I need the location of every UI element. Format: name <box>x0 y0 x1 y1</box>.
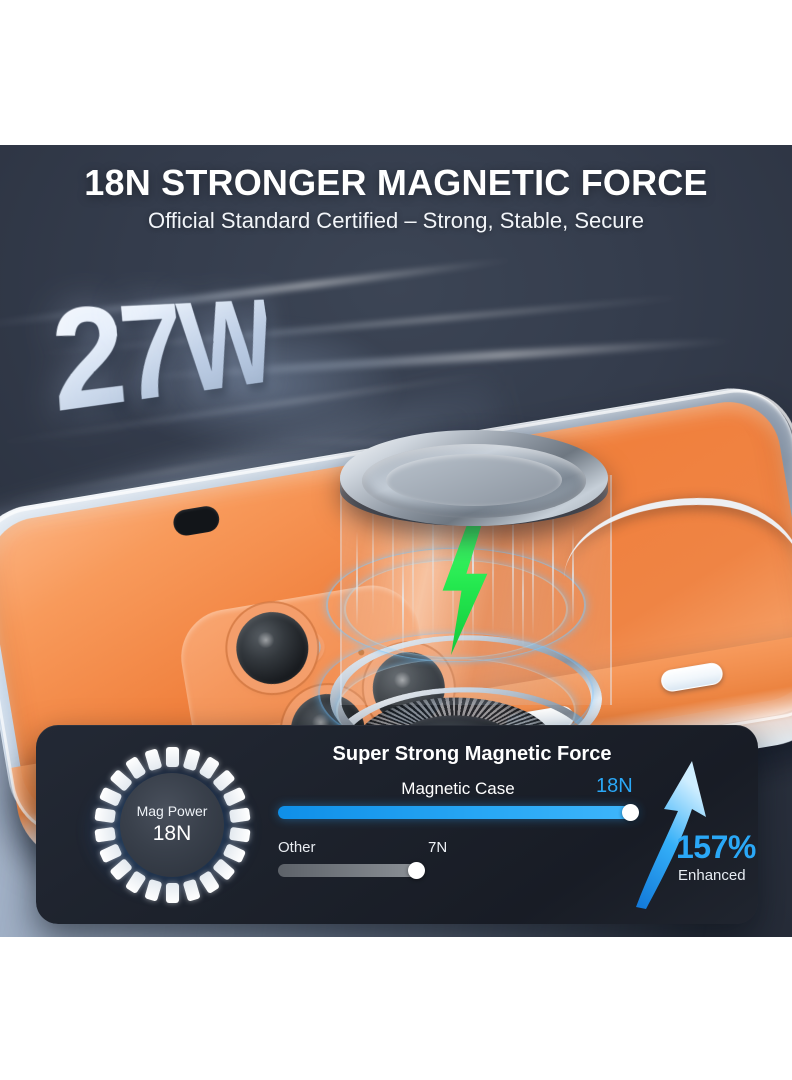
gauge-segment <box>124 756 146 780</box>
gauge-segment <box>222 843 246 863</box>
field-line <box>522 537 524 649</box>
gauge-segment <box>144 879 162 902</box>
gauge-hub: Mag Power 18N <box>120 773 224 877</box>
secondary-bar-label: Other <box>278 839 316 856</box>
charger-inner-face <box>386 454 562 506</box>
gauge-segment <box>182 748 200 771</box>
gauge-segment <box>166 747 179 767</box>
gauge-segment <box>212 769 236 792</box>
primary-bar-label: Magnetic Case <box>278 779 638 799</box>
gauge-segment <box>212 858 236 881</box>
magsafe-charger-puck <box>340 430 608 550</box>
gauge-segment <box>109 858 133 881</box>
gauge-segment <box>98 787 122 807</box>
stats-panel: Mag Power 18N Super Strong Magnetic Forc… <box>36 725 758 924</box>
gauge-segment <box>228 807 250 823</box>
gauge-segment <box>109 769 133 792</box>
gauge-segment <box>98 843 122 863</box>
secondary-bar-track <box>278 864 424 877</box>
gauge-label: Mag Power <box>137 804 208 819</box>
subheadline: Official Standard Certified – Strong, St… <box>0 208 792 234</box>
gauge-segment <box>144 748 162 771</box>
headline: 18N STRONGER MAGNETIC FORCE <box>0 162 792 204</box>
secondary-bar-group: Other 7N <box>278 839 638 877</box>
gauge-segment <box>182 879 200 902</box>
field-line <box>402 547 404 657</box>
comparison-bars: Magnetic Case Other 7N <box>278 779 638 877</box>
gauge-segment <box>222 787 246 807</box>
gauge-segment <box>198 756 220 780</box>
gauge-value: 18N <box>153 822 192 846</box>
gauge-segment <box>228 827 250 843</box>
enhanced-caption: Enhanced <box>678 867 746 884</box>
secondary-bar-knob <box>408 862 425 879</box>
product-marketing-image: 18N STRONGER MAGNETIC FORCE Official Sta… <box>0 0 792 1080</box>
camera-lens <box>231 607 314 690</box>
gauge-segment <box>198 870 220 894</box>
gauge-segment <box>166 883 179 903</box>
secondary-bar-value: 7N <box>428 839 447 856</box>
enhanced-percent: 157% <box>676 829 756 866</box>
gauge-segment <box>94 807 116 823</box>
gauge-segment <box>94 827 116 843</box>
hero-image: 18N STRONGER MAGNETIC FORCE Official Sta… <box>0 145 792 937</box>
primary-bar-track <box>278 806 638 819</box>
primary-bar-value: 18N <box>596 775 633 798</box>
panel-title: Super Strong Magnetic Force <box>272 743 672 766</box>
mag-power-gauge: Mag Power 18N <box>94 747 250 903</box>
gauge-segment <box>124 870 146 894</box>
